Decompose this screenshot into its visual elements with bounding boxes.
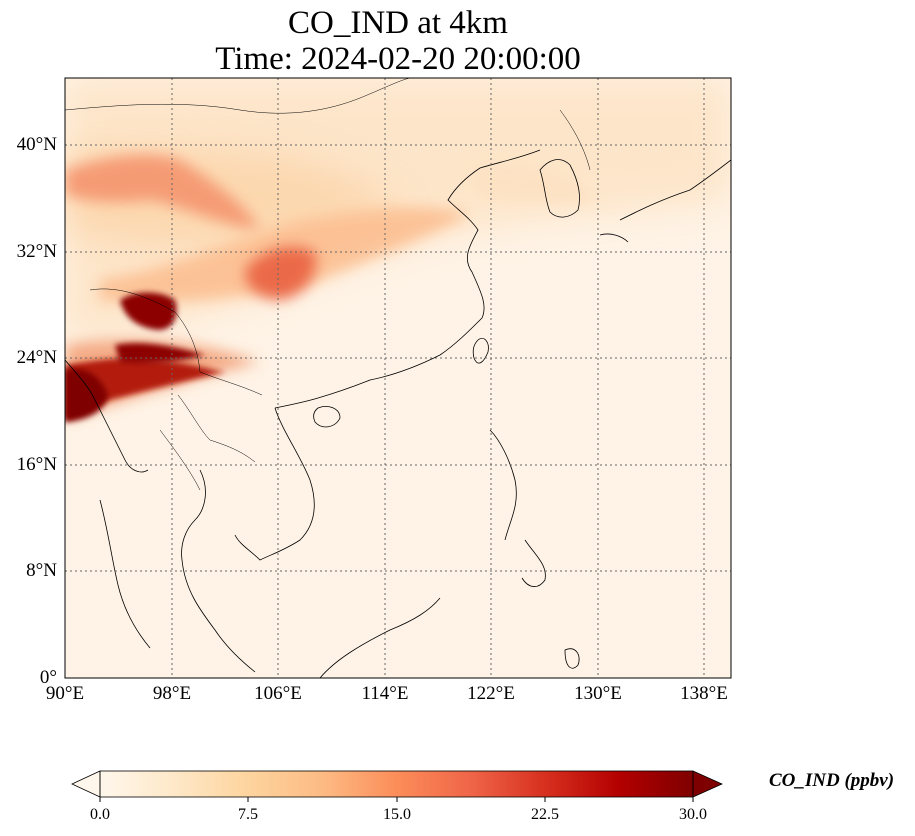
colorbar-gradient (100, 771, 693, 797)
lat-tick-label: 32°N (16, 241, 57, 262)
lon-tick-label: 90°E (45, 683, 85, 704)
lon-tick-label: 98°E (152, 683, 192, 704)
lon-tick-label: 122°E (467, 683, 515, 704)
colorbar (71, 770, 723, 802)
colorbar-extend-max (692, 770, 723, 798)
map-title-line-2: Time: 2024-02-20 20:00:00 (215, 41, 581, 77)
colorbar-tick-label: 7.5 (238, 806, 258, 823)
lon-tick-label: 106°E (254, 683, 302, 704)
map-title-line-1: CO_IND at 4km (288, 5, 508, 41)
concentration-field (65, 78, 731, 678)
lon-tick-label: 114°E (361, 683, 409, 704)
colorbar-tick-label: 15.0 (383, 806, 411, 823)
colorbar-tick-label: 0.0 (90, 806, 110, 823)
map-frame (64, 77, 732, 679)
lat-tick-label: 0° (39, 667, 57, 688)
lat-tick-label: 24°N (16, 347, 57, 368)
colorbar-label: CO_IND (ppbv) (769, 770, 895, 791)
colorbar-extend-min (71, 770, 101, 798)
lat-tick-label: 8°N (26, 560, 57, 581)
gridlines (65, 78, 731, 678)
lat-tick-label: 16°N (16, 454, 57, 475)
lon-tick-label: 138°E (680, 683, 728, 704)
lon-tick-label: 130°E (574, 683, 622, 704)
coastlines (65, 149, 731, 678)
country-borders (65, 78, 591, 491)
colorbar-tick-label: 30.0 (679, 806, 707, 823)
lat-tick-label: 40°N (16, 134, 57, 155)
colorbar-tick-label: 22.5 (531, 806, 559, 823)
